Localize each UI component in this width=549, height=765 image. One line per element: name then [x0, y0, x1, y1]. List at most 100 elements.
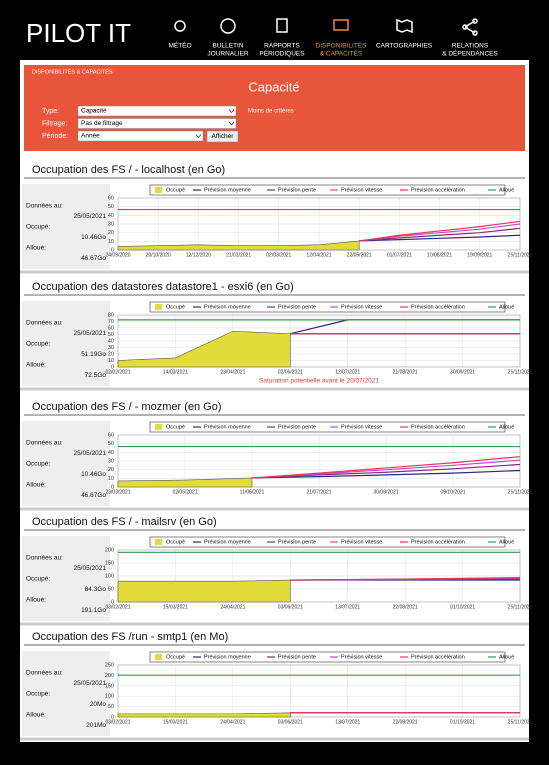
select-value: Pas de filtrage	[81, 120, 123, 127]
legend-label: Prévision moyenne	[204, 304, 251, 310]
x-tick-label: 30/08/2021	[373, 489, 398, 495]
select[interactable]: Pas de filtrage	[77, 118, 237, 129]
annotation: Saturation potentielle avant le 20/07/20…	[259, 378, 379, 385]
info-used: 10.46Go	[81, 471, 106, 478]
select[interactable]: Année	[77, 130, 204, 142]
plot-frame	[117, 314, 521, 368]
x-tick-label: 25/11/2021	[508, 604, 533, 610]
x-tick-label: 21/08/2021	[393, 369, 418, 375]
x-tick-label: 02/03/2021	[266, 252, 291, 258]
legend-label: Prévision moyenne	[204, 654, 251, 660]
x-tick-label: 03/06/2021	[278, 604, 303, 610]
y-tick-label: 60	[108, 432, 114, 438]
legend-label: Alloué	[499, 187, 514, 193]
x-tick-label: 21/07/2021	[306, 489, 331, 495]
legend-label: Prévision moyenne	[204, 539, 251, 545]
nav-item[interactable]: CARTOGRAPHIES	[376, 43, 433, 50]
x-tick-label: 15/03/2021	[163, 604, 188, 610]
y-tick-label: 30	[108, 221, 114, 227]
x-tick-label: 20/10/2020	[146, 252, 171, 258]
y-tick-label: 60	[108, 325, 114, 331]
select[interactable]: Capacité	[77, 105, 237, 117]
nav-item[interactable]: RELATIONS& DÉPENDANCES	[442, 43, 498, 58]
area	[117, 712, 291, 718]
x-tick-label: 23/04/2021	[220, 369, 245, 375]
nav-label: RAPPORTS	[264, 43, 300, 50]
info-alloc-label: Alloué:	[26, 482, 46, 489]
info-alloc: 72.5Go	[85, 372, 107, 379]
legend-label: Prévision vitesse	[341, 424, 382, 430]
x-tick-label: 11/06/2021	[240, 489, 265, 495]
info-box	[22, 301, 110, 386]
y-tick-label: 30	[108, 458, 114, 464]
panel-title: Occupation des FS / - mailsrv (en Go)	[32, 516, 217, 528]
legend-label: Alloué	[499, 424, 514, 430]
info-alloc: 46.67Go	[81, 492, 106, 499]
y-tick-label: 30	[108, 345, 114, 351]
x-tick-label: 25/11/2021	[508, 719, 533, 725]
info-used: 51.19Go	[81, 351, 106, 358]
y-tick-label: 100	[105, 694, 114, 700]
nav-label: JOURNALIER	[207, 51, 248, 58]
y-tick-label: 20	[108, 230, 114, 236]
legend-label: Occupé	[166, 187, 185, 193]
y-tick-label: 80	[108, 312, 114, 318]
x-tick-label: 24/04/2021	[220, 719, 245, 725]
area	[117, 477, 253, 488]
panel-title: Occupation des FS / - mozmer (en Go)	[32, 401, 222, 413]
x-tick-label: 22/08/2021	[393, 604, 418, 610]
panel-title: Occupation des FS /run - smtp1 (en Mo)	[32, 631, 228, 643]
x-tick-label: 09/10/2021	[440, 489, 465, 495]
y-tick-label: 0	[111, 364, 114, 370]
y-tick-label: 50	[108, 586, 114, 592]
submit-button[interactable]: Afficher	[206, 130, 239, 143]
less-criteria[interactable]: Moins de critères	[248, 109, 294, 115]
legend-label: Prévision pente	[278, 654, 316, 660]
series-line	[359, 220, 521, 242]
legend-box	[149, 301, 506, 313]
x-tick-label: 22/05/2021	[347, 252, 372, 258]
select-value: Capacité	[81, 108, 107, 115]
x-tick-label: 03/06/2021	[278, 719, 303, 725]
x-tick-label: 03/02/2021	[105, 604, 130, 610]
panel-title: Occupation des datastores datastore1 - e…	[32, 281, 294, 293]
y-tick-label: 40	[108, 213, 114, 219]
legend-label: Prévision accélération	[411, 654, 465, 660]
x-tick-label: 01/10/2021	[450, 719, 475, 725]
x-tick-label: 13/07/2021	[335, 719, 360, 725]
y-tick-label: 50	[108, 204, 114, 210]
field-label: Période:	[42, 133, 68, 140]
y-tick-label: 10	[108, 358, 114, 364]
select-arrow	[228, 109, 235, 114]
nav-label: MÉTÉO	[168, 41, 191, 50]
y-tick-label: 0	[111, 484, 114, 490]
info-alloc: 201Mo	[86, 722, 106, 729]
select-value: Année	[81, 133, 100, 140]
nav-icons	[174, 18, 478, 36]
select-arrow	[228, 121, 235, 126]
nav-label: CARTOGRAPHIES	[376, 43, 433, 50]
legend-label: Prévision accélération	[411, 424, 465, 430]
x-tick-label: 15/03/2021	[163, 719, 188, 725]
legend-label: Prévision moyenne	[204, 187, 251, 193]
info-used-label: Occupé:	[26, 341, 50, 348]
y-tick-label: 0	[111, 247, 114, 253]
x-tick-label: 21/01/2021	[226, 252, 251, 258]
x-tick-label: 12/07/2021	[335, 369, 360, 375]
y-tick-label: 100	[105, 573, 114, 579]
nav-label: PÉRIODIQUES	[259, 49, 305, 58]
select-box	[77, 105, 237, 117]
area	[117, 579, 291, 603]
nav-item[interactable]: DISPONIBILITÉS& CAPACITÉS	[316, 41, 368, 58]
legend-label: Occupé	[166, 424, 185, 430]
x-tick-label: 01/07/2021	[387, 252, 412, 258]
y-tick-label: 200	[105, 673, 114, 679]
info-date: 25/05/2021	[73, 213, 106, 220]
legend-box	[149, 651, 506, 663]
info-used-label: Occupé:	[26, 224, 50, 231]
nav-item[interactable]: MÉTÉO	[168, 41, 191, 50]
y-tick-label: 50	[108, 704, 114, 710]
